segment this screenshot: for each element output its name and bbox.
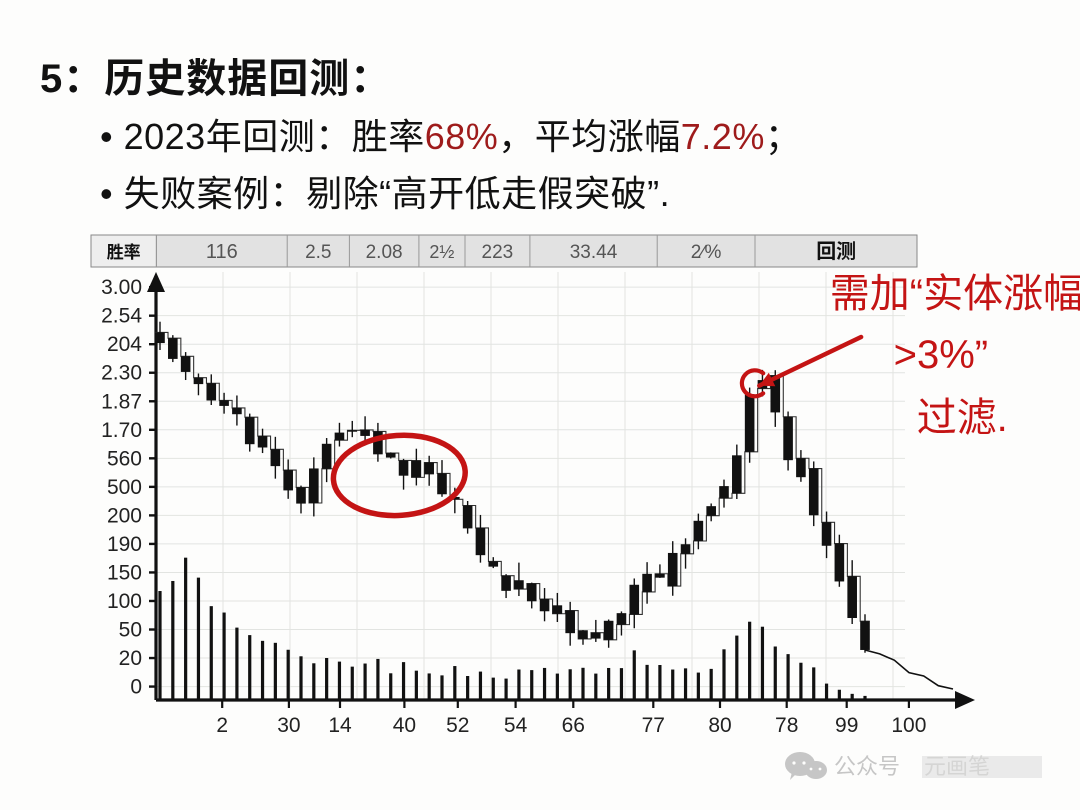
svg-text:2.30: 2.30 (101, 362, 142, 385)
svg-text:190: 190 (107, 533, 142, 556)
svg-text:2∕%: 2∕% (691, 242, 722, 263)
svg-text:99: 99 (835, 714, 858, 737)
svg-text:20: 20 (119, 647, 142, 670)
svg-text:2.08: 2.08 (366, 242, 403, 263)
svg-text:100: 100 (107, 590, 142, 613)
svg-text:1.87: 1.87 (101, 390, 142, 413)
svg-text:3.00: 3.00 (101, 276, 142, 299)
svg-text:150: 150 (107, 561, 142, 584)
svg-text:200: 200 (107, 504, 142, 527)
svg-text:204: 204 (107, 333, 142, 356)
svg-text:胜率: 胜率 (107, 242, 141, 262)
svg-text:116: 116 (206, 241, 238, 263)
svg-text:2: 2 (216, 714, 228, 737)
svg-text:66: 66 (562, 714, 585, 737)
svg-text:77: 77 (642, 714, 665, 737)
svg-text:100: 100 (891, 714, 926, 737)
svg-text:过滤.: 过滤. (917, 396, 1008, 440)
svg-text:0: 0 (130, 676, 142, 699)
svg-text:回测: 回测 (816, 240, 856, 263)
svg-text:52: 52 (446, 714, 469, 737)
svg-text:78: 78 (775, 714, 798, 737)
svg-text:500: 500 (107, 476, 142, 499)
svg-text:需加“实体涨幅: 需加“实体涨幅 (830, 272, 1080, 316)
svg-text:2.54: 2.54 (101, 305, 142, 328)
svg-text:2.5: 2.5 (305, 242, 331, 263)
svg-text:560: 560 (107, 447, 142, 470)
svg-text:40: 40 (393, 714, 416, 737)
svg-text:14: 14 (328, 714, 352, 737)
svg-text:33.44: 33.44 (570, 242, 618, 263)
svg-text:30: 30 (277, 714, 300, 737)
svg-text:2½: 2½ (429, 242, 454, 262)
svg-text:50: 50 (119, 619, 142, 642)
svg-text:223: 223 (482, 242, 514, 263)
svg-text:1.70: 1.70 (101, 419, 142, 442)
svg-text:>3%”: >3%” (894, 333, 989, 377)
svg-text:80: 80 (708, 714, 731, 737)
svg-text:54: 54 (504, 714, 528, 737)
